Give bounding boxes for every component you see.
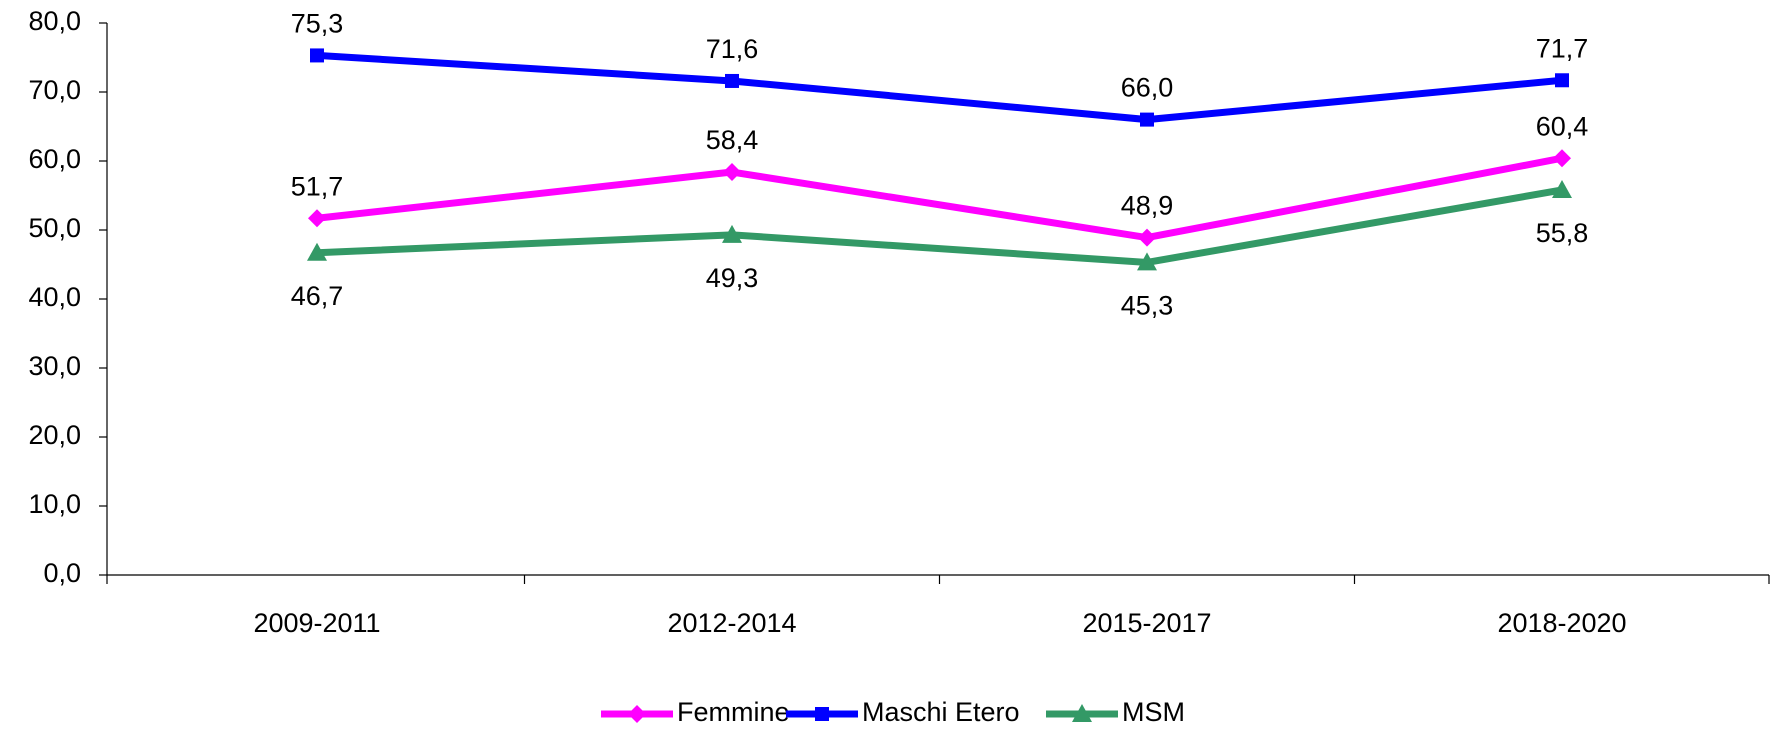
legend-marker	[1072, 704, 1092, 722]
value-label: 49,3	[706, 263, 759, 293]
x-tick-label: 2012-2014	[667, 608, 796, 638]
data-point	[725, 73, 739, 88]
data-point	[307, 242, 327, 261]
data-point	[1552, 179, 1572, 198]
legend-label: Femmine	[677, 697, 790, 727]
data-point	[310, 48, 324, 63]
y-tick-label: 50,0	[28, 213, 81, 243]
y-tick-label: 70,0	[28, 75, 81, 105]
value-label: 60,4	[1536, 111, 1589, 141]
data-point	[1555, 73, 1569, 88]
value-label: 48,9	[1121, 191, 1174, 221]
y-tick-label: 0,0	[43, 558, 81, 588]
x-tick-label: 2015-2017	[1082, 608, 1211, 638]
data-point	[1553, 149, 1571, 168]
legend-label: MSM	[1122, 697, 1185, 727]
data-point	[722, 224, 742, 243]
data-point	[1138, 228, 1156, 247]
y-tick-label: 30,0	[28, 351, 81, 381]
value-label: 45,3	[1121, 291, 1174, 321]
series-line	[316, 51, 1563, 124]
value-label: 71,7	[1536, 33, 1589, 63]
data-point	[723, 163, 741, 182]
value-label: 66,0	[1121, 73, 1174, 103]
legend-marker	[815, 707, 829, 721]
data-point	[308, 209, 326, 228]
value-label: 51,7	[291, 171, 344, 201]
series-line	[316, 154, 1563, 242]
x-tick-label: 2009-2011	[253, 608, 380, 638]
value-label: 58,4	[706, 125, 759, 155]
y-tick-label: 20,0	[28, 420, 81, 450]
y-tick-label: 10,0	[28, 489, 81, 519]
value-label: 75,3	[291, 9, 344, 39]
value-label: 46,7	[291, 281, 344, 311]
x-tick-label: 2018-2020	[1497, 608, 1626, 638]
legend-label: Maschi Etero	[862, 697, 1020, 727]
y-tick-label: 40,0	[28, 282, 81, 312]
y-tick-label: 80,0	[28, 6, 81, 36]
y-tick-label: 60,0	[28, 144, 81, 174]
series-line	[316, 186, 1563, 266]
data-point	[1140, 112, 1154, 127]
legend-marker	[628, 705, 646, 723]
data-point	[1137, 252, 1157, 271]
value-label: 55,8	[1536, 218, 1589, 248]
value-label: 71,6	[706, 34, 759, 64]
